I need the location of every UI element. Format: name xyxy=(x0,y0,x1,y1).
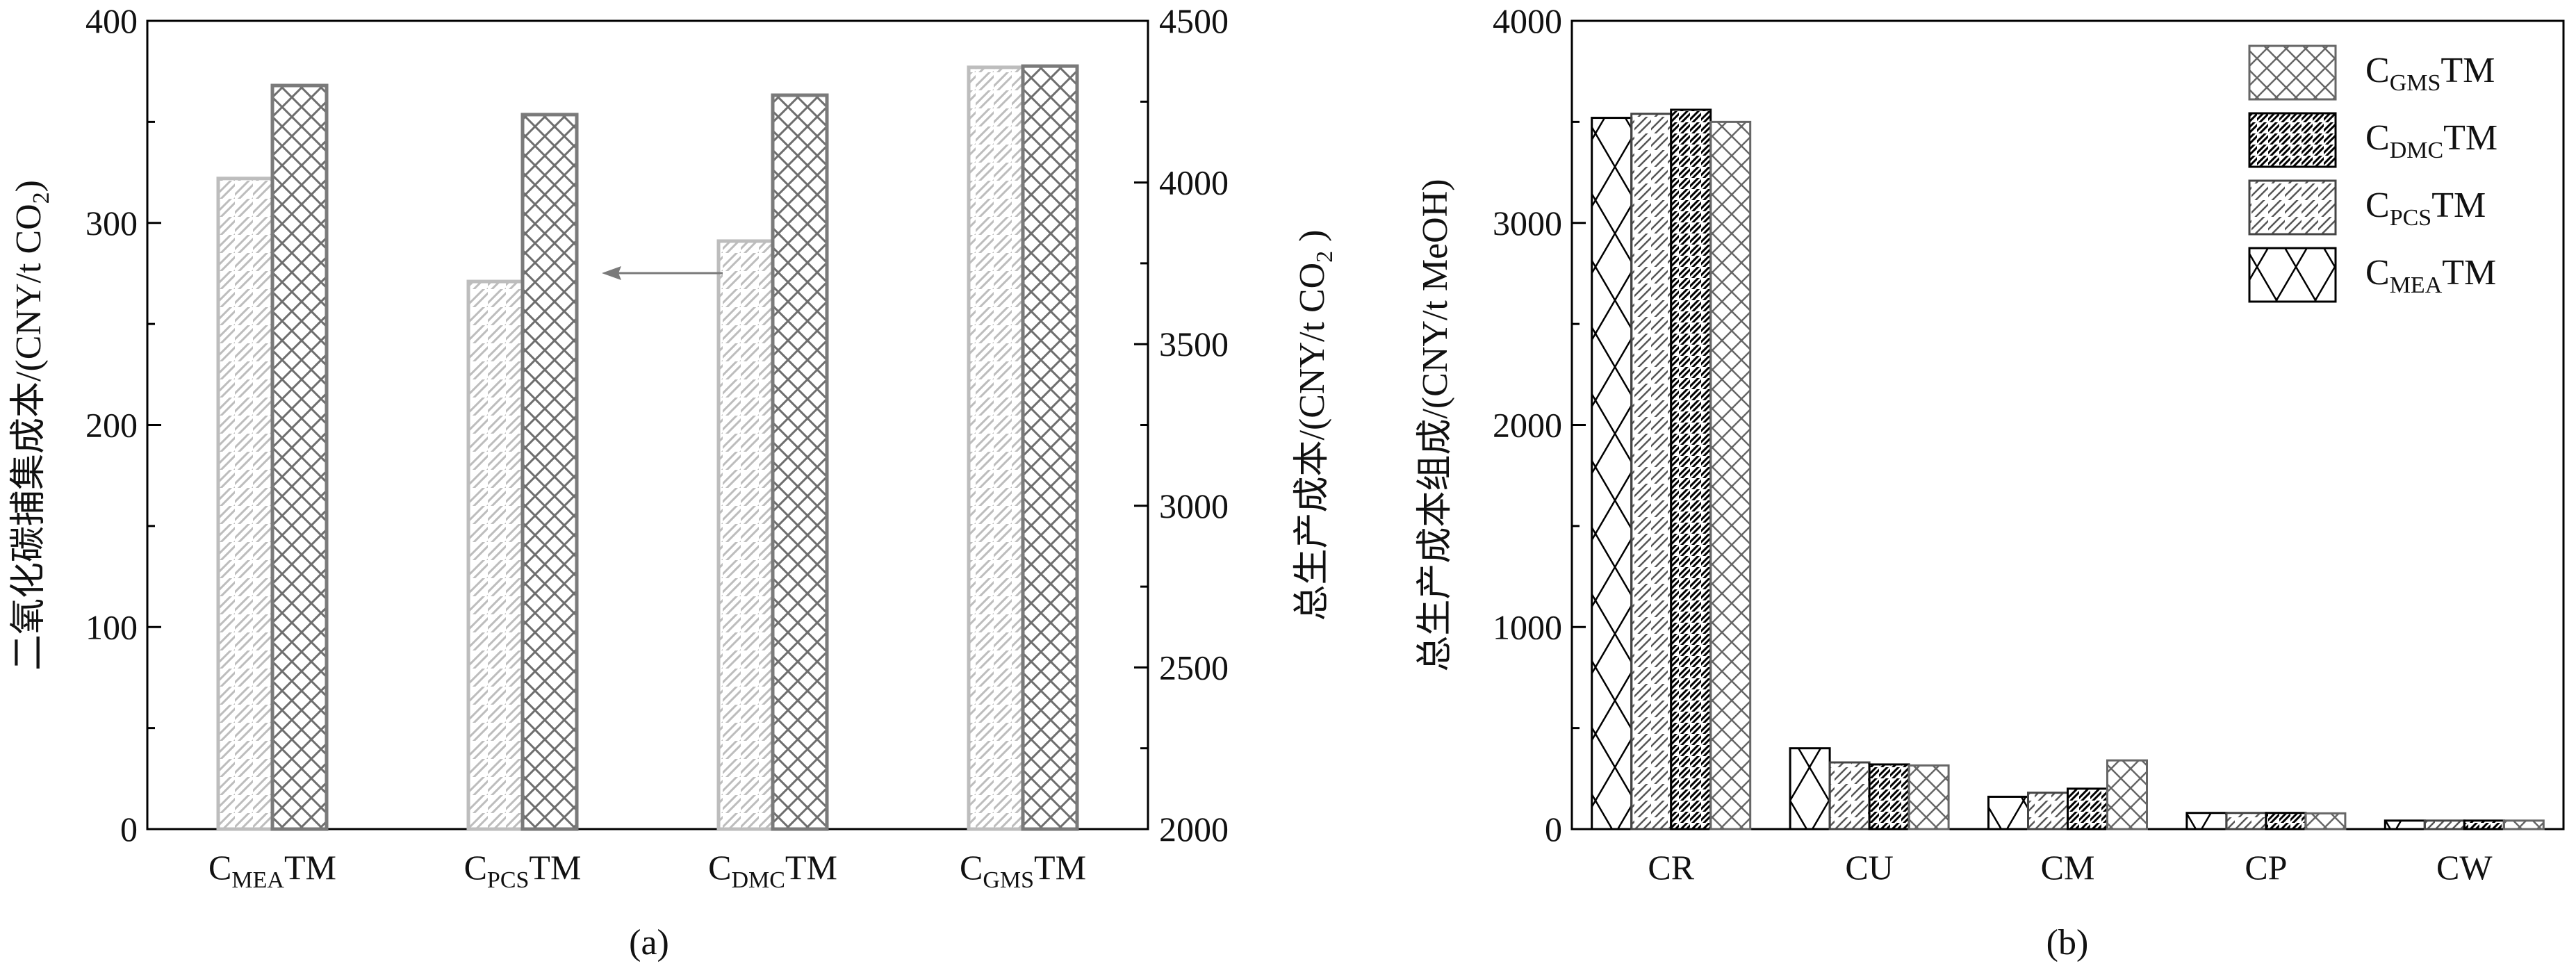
bar-capture-cost xyxy=(967,65,1025,831)
bar-CPCSTM xyxy=(2027,792,2069,830)
bar-capture-cost xyxy=(466,279,525,831)
y-tick-label: 3000 xyxy=(1493,204,1562,243)
panel-a-left-ylabel: 二氧化碳捕集成本/(CNY/t CO2) xyxy=(9,180,54,671)
bar-CMEATM xyxy=(2384,819,2426,830)
bar-CDMCTM xyxy=(2265,812,2307,830)
y-left-tick-label: 100 xyxy=(85,607,138,646)
x-tick-label: CDMCTM xyxy=(708,848,837,893)
panel-a-bars xyxy=(216,64,1079,831)
panel-b-bars xyxy=(1591,108,2545,830)
bar-capture-cost xyxy=(716,239,775,831)
bar-CMEATM xyxy=(1987,795,2029,830)
panel-a-right-ylabel: 总生产成本/(CNY/t CO2 ) xyxy=(1293,229,1338,621)
y-left-tick-label: 400 xyxy=(85,1,138,40)
bar-CGMSTM xyxy=(2106,759,2148,830)
y-right-tick-label: 3000 xyxy=(1159,486,1229,525)
y-left-tick-label: 0 xyxy=(120,810,138,849)
x-tick-label: CPCSTM xyxy=(464,848,582,893)
y-right-tick-label: 3500 xyxy=(1159,325,1229,363)
y-left-tick-label: 200 xyxy=(85,406,138,445)
legend-label: CDMCTM xyxy=(2365,118,2497,163)
panel-b-ylabel: 总生产成本组成/(CNY/t MeOH) xyxy=(1416,179,1455,671)
bar-CPCSTM xyxy=(1630,113,1673,830)
y-left-tick-label: 300 xyxy=(85,204,138,243)
legend-label: CPCSTM xyxy=(2365,186,2486,231)
bar-CPCSTM xyxy=(1828,761,1871,830)
y-tick-label: 0 xyxy=(1545,810,1562,849)
panel-b-legend: CGMSTM CDMCTM CPCSTM CMEATM xyxy=(2248,44,2497,303)
y-tick-label: 4000 xyxy=(1493,1,1562,40)
y-tick-label: 2000 xyxy=(1493,406,1562,445)
y-right-tick-label: 4000 xyxy=(1159,163,1229,202)
legend-label: CMEATM xyxy=(2365,253,2496,298)
x-tick-label: CMEATM xyxy=(208,848,336,893)
panel-b-ticks: CR CU CM CP CW 0 1000 2000 3000 4000 xyxy=(1493,1,2493,887)
x-tick-label: CP xyxy=(2245,848,2287,887)
bar-total-cost xyxy=(270,83,329,831)
legend-label: CGMSTM xyxy=(2365,51,2495,96)
bar-CDMCTM xyxy=(2067,787,2108,830)
legend-swatch xyxy=(2248,247,2337,303)
panel-a-caption: (a) xyxy=(629,923,669,963)
bar-CDMCTM xyxy=(1670,108,1712,830)
bar-CMEATM xyxy=(2185,812,2228,830)
arrow-head xyxy=(602,266,621,280)
panel-b: CR CU CM CP CW 0 1000 2000 3000 4000 CGMSTM CDMCTM… xyxy=(1416,1,2565,963)
legend-swatch xyxy=(2248,44,2337,101)
legend-swatch xyxy=(2248,112,2337,168)
y-right-tick-label: 4500 xyxy=(1159,1,1229,40)
bar-CGMSTM xyxy=(1908,764,1950,830)
bar-CPCSTM xyxy=(2225,812,2267,830)
bar-CMEATM xyxy=(1591,117,1633,830)
x-tick-label: CM xyxy=(2041,848,2095,887)
bar-CDMCTM xyxy=(1868,763,1910,830)
panel-a-ticks: CMEATM CPCSTM CDMCTM CGMSTM 0 100 200 300 400 200… xyxy=(85,1,1229,893)
bar-CMEATM xyxy=(1789,747,1831,830)
bar-total-cost xyxy=(771,93,829,831)
bar-CDMCTM xyxy=(2463,819,2505,830)
x-tick-label: CW xyxy=(2436,848,2493,887)
y-right-tick-label: 2500 xyxy=(1159,648,1229,687)
bar-capture-cost xyxy=(216,177,274,831)
bar-CGMSTM xyxy=(1709,120,1752,830)
legend-swatch xyxy=(2248,179,2337,236)
x-tick-label: CR xyxy=(1648,848,1694,887)
bar-CPCSTM xyxy=(2423,819,2466,830)
bar-total-cost xyxy=(520,113,579,831)
panel-b-caption: (b) xyxy=(2046,923,2089,963)
x-tick-label: CGMSTM xyxy=(960,848,1086,893)
bar-CGMSTM xyxy=(2304,812,2347,830)
y-tick-label: 1000 xyxy=(1493,607,1562,646)
bar-total-cost xyxy=(1021,64,1079,831)
panel-a: CMEATM CPCSTM CDMCTM CGMSTM 0 100 200 300 400 200… xyxy=(9,1,1338,963)
y-right-tick-label: 2000 xyxy=(1159,810,1229,849)
x-tick-label: CU xyxy=(1845,848,1893,887)
bar-CGMSTM xyxy=(2502,819,2545,830)
